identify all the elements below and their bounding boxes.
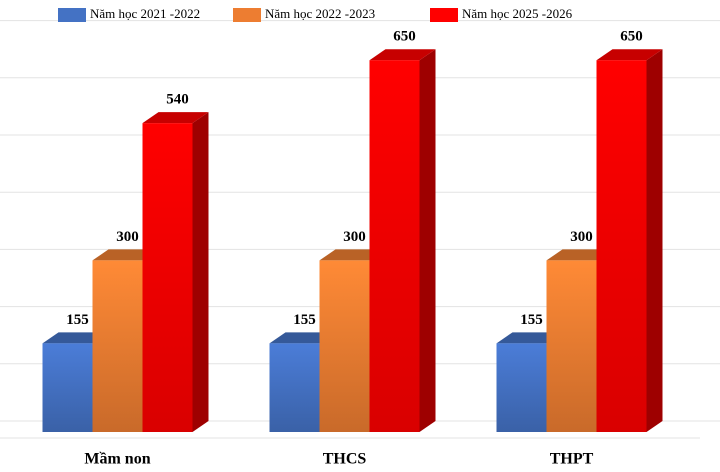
- bar: [142, 123, 193, 433]
- bar: [269, 343, 320, 432]
- value-label: 650: [620, 29, 643, 45]
- bar-top: [142, 112, 209, 124]
- bar: [319, 260, 370, 432]
- legend-label: Năm học 2021 -2022: [90, 6, 200, 21]
- bar-top: [269, 332, 336, 344]
- bar-side: [646, 49, 663, 432]
- x-tick-label: Mầm non: [84, 451, 150, 468]
- legend-swatch: [430, 8, 458, 22]
- value-label: 300: [116, 229, 139, 245]
- value-label: 650: [393, 29, 416, 45]
- value-label: 540: [166, 92, 189, 108]
- x-tick-label: THCS: [323, 451, 367, 468]
- bar-top: [369, 49, 436, 61]
- bar-top: [596, 49, 663, 61]
- legend-swatch: [233, 8, 261, 22]
- bar: [546, 260, 597, 432]
- bar: [42, 343, 93, 432]
- bar-side: [192, 112, 209, 433]
- bar-top: [546, 249, 613, 261]
- bar-top: [92, 249, 159, 261]
- x-tick-label: THPT: [550, 451, 594, 468]
- bar-top: [42, 332, 109, 344]
- bar-top: [319, 249, 386, 261]
- bar-side: [419, 49, 436, 432]
- value-label: 155: [520, 312, 543, 328]
- value-label: 155: [66, 312, 89, 328]
- legend-label: Năm học 2025 -2026: [462, 6, 573, 21]
- bar-top: [496, 332, 563, 344]
- legend-label: Năm học 2022 -2023: [265, 6, 375, 21]
- legend-swatch: [58, 8, 86, 22]
- bar: [496, 343, 547, 432]
- value-label: 155: [293, 312, 316, 328]
- bar: [596, 60, 647, 432]
- bar: [369, 60, 420, 432]
- value-label: 300: [570, 229, 593, 245]
- bar: [92, 260, 143, 432]
- value-label: 300: [343, 229, 366, 245]
